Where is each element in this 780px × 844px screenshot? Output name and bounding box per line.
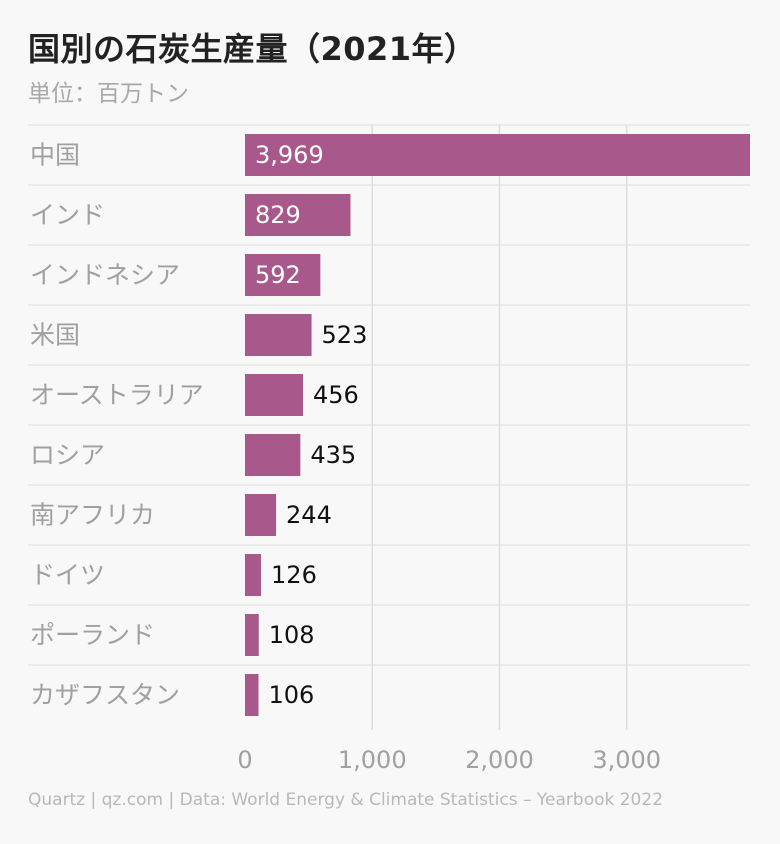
category-label-8: ポーランド	[30, 621, 155, 650]
value-label-4: 456	[313, 381, 359, 409]
category-label-9: カザフスタン	[30, 681, 180, 710]
x-tick-label-1: 1,000	[338, 746, 407, 774]
bar-8	[245, 614, 259, 656]
value-label-2: 592	[255, 261, 301, 289]
bar-5	[245, 434, 301, 476]
category-label-4: オーストラリア	[30, 381, 204, 410]
category-label-7: ドイツ	[30, 561, 105, 590]
value-label-8: 108	[269, 621, 315, 649]
bar-2	[245, 254, 321, 296]
value-label-1: 829	[255, 201, 301, 229]
x-axis-ticks: 0 1,000 2,000 3,000	[237, 746, 661, 774]
value-label-3: 523	[322, 321, 368, 349]
category-label-2: インドネシア	[30, 261, 180, 290]
bars	[245, 134, 750, 716]
grid-lines	[371, 125, 628, 730]
x-tick-label-0: 0	[237, 746, 252, 774]
category-label-3: 米国	[30, 321, 80, 350]
category-label-1: インド	[30, 201, 105, 230]
bar-6	[245, 494, 277, 536]
source-note: Quartz | qz.com | Data: World Energy & C…	[28, 790, 664, 810]
bar-0	[245, 134, 750, 176]
value-label-7: 126	[271, 561, 317, 589]
chart-title: 国別の石炭生産量（2021年）	[28, 30, 477, 68]
x-tick-label-3: 3,000	[592, 746, 661, 774]
category-label-0: 中国	[30, 141, 80, 170]
category-label-5: ロシア	[30, 441, 105, 470]
bar-3	[245, 314, 312, 356]
chart-subtitle: 単位：百万トン	[28, 81, 189, 107]
value-labels: 3,969 829 592 523 456 435 244 126 108 106	[255, 141, 367, 709]
value-label-9: 106	[268, 681, 314, 709]
category-labels: 中国インドインドネシア米国オーストラリアロシア南アフリカドイツポーランドカザフス…	[30, 141, 204, 710]
bar-1	[245, 194, 351, 236]
row-separators	[28, 124, 750, 666]
value-label-6: 244	[286, 501, 332, 529]
bar-9	[245, 674, 259, 716]
bar-4	[245, 374, 304, 416]
category-label-6: 南アフリカ	[30, 501, 155, 530]
value-label-5: 435	[310, 441, 356, 469]
bar-7	[245, 554, 262, 596]
value-label-0: 3,969	[255, 141, 324, 169]
x-tick-label-2: 2,000	[465, 746, 534, 774]
